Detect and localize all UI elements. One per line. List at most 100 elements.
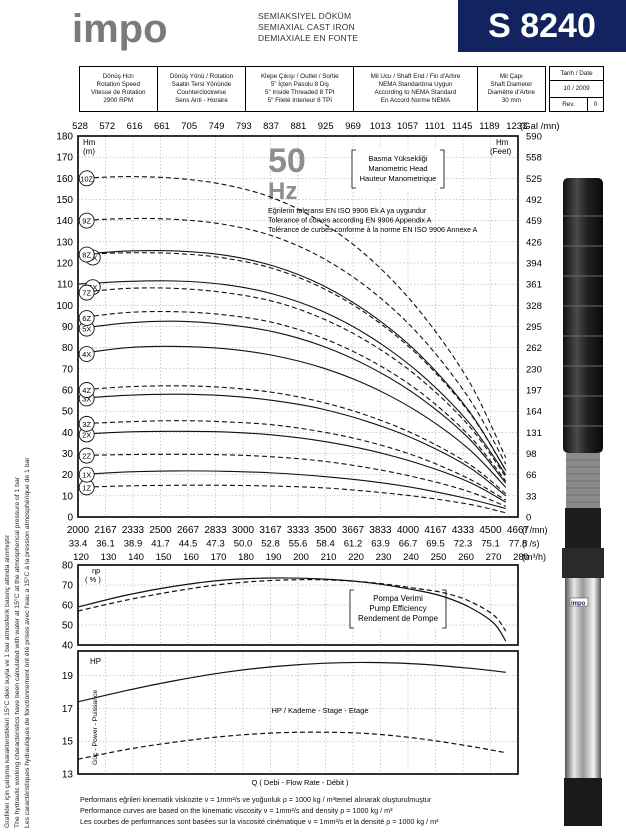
stage-label: 10Z [80, 174, 93, 183]
y-right-tick-label: 33 [526, 491, 537, 502]
x-tick-label: 2333 [122, 525, 145, 536]
curve-5X [77, 320, 507, 484]
footer-line-fr: Les courbes de performances sont basées … [80, 817, 439, 826]
stage-label-circle [78, 246, 95, 263]
y-tick-label: 130 [56, 237, 73, 248]
spec-cell-rotation: Dönüş Yönü / Rotation Saatin Tersi Yönünd… [156, 66, 247, 112]
x-tick-label: 2667 [177, 525, 200, 536]
y-tick-label: 60 [62, 386, 74, 397]
x-tick-label: 170 [211, 552, 227, 563]
x-tick-label: 230 [376, 552, 392, 563]
x-top-tick-label: 969 [345, 121, 361, 132]
spec-line: Mil Çapı [499, 73, 523, 80]
x-top-tick-label: 1189 [479, 121, 499, 132]
pwr-curve-Z [77, 731, 506, 760]
head-chart-frame [77, 135, 519, 518]
y-right-tick-label: 361 [526, 280, 542, 291]
x-tick-label: 69.5 [426, 539, 445, 550]
rev-value: 0 [586, 97, 605, 112]
x-top-tick-label: 1013 [370, 121, 391, 132]
frequency-label: 50 [268, 142, 306, 180]
x-tick-label: 33.4 [69, 539, 88, 550]
stage-label-circle [78, 212, 95, 229]
y-right-tick-label: 426 [526, 237, 542, 248]
pwr-curve-X [77, 661, 506, 703]
stage-label-circle [78, 415, 95, 432]
x-unit-label: (l /mn) [522, 525, 548, 535]
spec-line: Dönüş Yönü / Rotation [169, 73, 234, 80]
subtitle-en: SEMIAXIAL CAST IRON [258, 22, 355, 32]
tolerance-note: Eğrilerin toleransı EN ISO 9906 Ek A ya … [268, 206, 427, 215]
x-tick-label: 240 [403, 552, 419, 563]
spec-table: Dönüş Hızı Rotation Speed Vitesse de Rotat… [79, 66, 547, 112]
spec-line: NEMA Standardına Uygun [378, 81, 453, 88]
x-tick-label: 50.0 [234, 539, 253, 550]
eff-title-bg [350, 590, 446, 628]
frequency-unit: Hz [268, 178, 297, 205]
y-tick-label: 0 [67, 513, 73, 524]
x-tick-label: 44.5 [179, 539, 198, 550]
flow-rate-label: Q ( Debi - Flow Rate - Débit ) [251, 778, 349, 787]
pump-icon: impo [562, 178, 604, 826]
stage-label: 9Z [82, 217, 91, 226]
y-axis-label: (m) [83, 147, 95, 156]
footer-line-tr: Performans eğrileri kinematik viskozite … [80, 795, 432, 804]
footer-line-en: Performance curves are based on the kine… [80, 806, 393, 815]
y-right-tick-label: 262 [526, 343, 542, 354]
eff-chart-frame [77, 564, 519, 646]
x-top-unit: (Gal /mn) [520, 121, 560, 132]
y-tick-label: 10 [62, 491, 74, 502]
date-value: 10 / 2009 [549, 80, 604, 98]
x-tick-label: 3667 [342, 525, 365, 536]
x-top-tick-label: 925 [318, 121, 334, 132]
x-top-tick-label: 1233 [506, 121, 527, 132]
title-box-bg [352, 150, 444, 188]
pwr-side-label: Güç - Power - Puissance [92, 690, 99, 765]
y-right-tick-label: 295 [526, 322, 542, 333]
x-tick-label: 52.8 [261, 539, 280, 550]
spec-cell-shaft-end: Mil Ucu / Shaft End / Fin d'Arbre NEMA St… [353, 66, 478, 112]
y-tick-label: 50 [62, 407, 74, 418]
spec-line: Shaft Diameter [490, 81, 533, 88]
eff-title-line: Pompa Verimi [373, 594, 423, 603]
title-bracket [351, 149, 445, 189]
y-right-tick-label: 131 [526, 428, 542, 439]
spec-line: 5" İçten Pasolu 8 Diş [270, 81, 329, 88]
y-right-tick-label: 164 [526, 407, 542, 418]
y-tick-label: 80 [62, 343, 74, 354]
eff-y-tick-label: 70 [62, 581, 74, 592]
x-tick-label: 120 [73, 552, 89, 563]
x-tick-label: 72.3 [454, 539, 473, 550]
pump-illustration: impo [556, 178, 610, 828]
spec-cell-shaft-diameter: Mil Çapı Shaft Diameter Diamètre d'Arbre 30… [476, 66, 547, 112]
eff-y-tick-label: 50 [62, 621, 74, 632]
x-top-tick-label: 572 [99, 121, 115, 132]
y-right-tick-label: 197 [526, 386, 542, 397]
stage-label: 8Z [82, 251, 91, 260]
x-tick-label: 41.7 [151, 539, 170, 550]
x-tick-label: 75.1 [481, 539, 500, 550]
y-tick-label: 170 [56, 153, 73, 164]
stage-label: 6Z [82, 314, 91, 323]
head-title-line: Manometric Head [368, 164, 427, 173]
pwr-y-label: HP [90, 657, 101, 666]
curve-6X [77, 280, 507, 476]
spec-line: Saatin Tersi Yönünde [171, 81, 232, 88]
tolerance-note: Tolerance of curves according EN 9906 Ap… [268, 216, 432, 225]
stage-label: 2Z [82, 452, 91, 461]
subtitle-fr: DEMIAXIALE EN FONTE [258, 33, 359, 43]
stage-label: 3X [82, 394, 91, 403]
stage-label: 7Z [82, 289, 91, 298]
x-tick-label: 4667 [507, 525, 530, 536]
x-tick-label: 36.1 [96, 539, 115, 550]
y-right-tick-label: 492 [526, 195, 542, 206]
x-top-tick-label: 1101 [425, 121, 445, 132]
pwr-y-tick-label: 15 [62, 737, 74, 748]
x-tick-label: 210 [321, 552, 337, 563]
spec-line: 5" Inside Threaded 8 TPI [265, 89, 335, 96]
curve-3Z [77, 420, 507, 501]
spec-line: According to NEMA Standard [374, 89, 457, 96]
spec-line: Vitesse de Rotation [91, 89, 146, 96]
curve-7Z [77, 287, 507, 478]
y-tick-label: 160 [56, 174, 73, 185]
